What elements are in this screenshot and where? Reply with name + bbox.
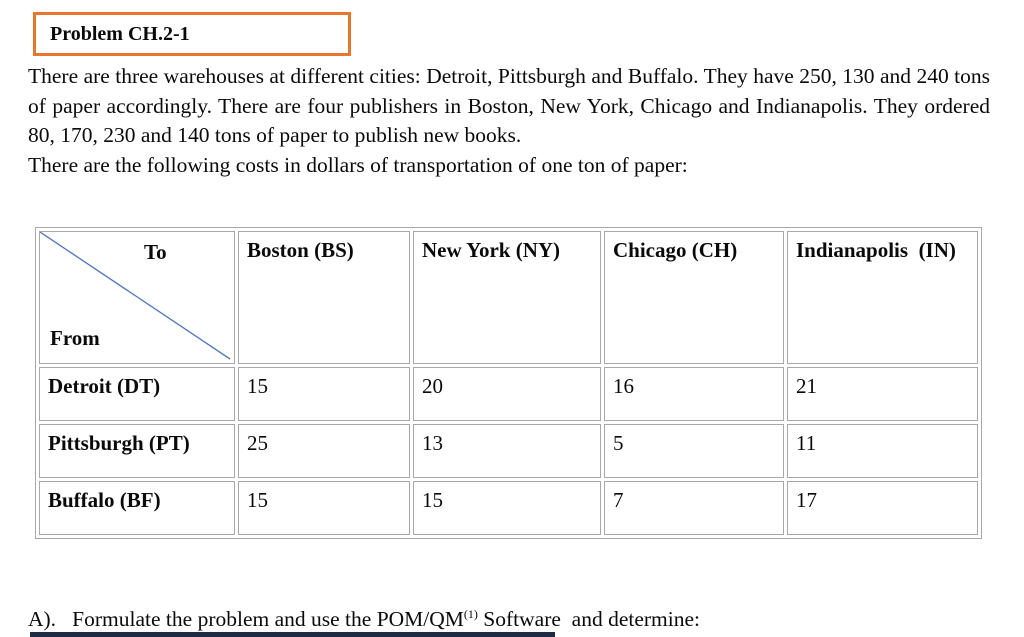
cost-buffalo-chicago: 7 (604, 481, 784, 535)
footnote-superscript: (1) (463, 606, 478, 621)
cost-detroit-chicago: 16 (604, 367, 784, 421)
cost-buffalo-newyork: 15 (413, 481, 601, 535)
intro-text-block: There are three warehouses at different … (28, 62, 990, 180)
problem-title-box: Problem CH.2-1 (33, 12, 351, 56)
table-row-buffalo: Buffalo (BF) 15 15 7 17 (39, 481, 978, 535)
cost-pittsburgh-newyork: 13 (413, 424, 601, 478)
table-row-detroit: Detroit (DT) 15 20 16 21 (39, 367, 978, 421)
cost-pittsburgh-boston: 25 (238, 424, 410, 478)
row-header-buffalo: Buffalo (BF) (39, 481, 235, 535)
cost-buffalo-boston: 15 (238, 481, 410, 535)
column-header-indianapolis: Indianapolis (IN) (787, 231, 978, 364)
cost-table: To From Boston (BS) New York (NY) Chicag… (35, 227, 982, 539)
column-header-boston: Boston (BS) (238, 231, 410, 364)
cost-buffalo-indianapolis: 17 (787, 481, 978, 535)
problem-title: Problem CH.2-1 (50, 22, 190, 45)
corner-cell: To From (39, 231, 235, 364)
table-row-pittsburgh: Pittsburgh (PT) 25 13 5 11 (39, 424, 978, 478)
column-header-chicago: Chicago (CH) (604, 231, 784, 364)
cost-detroit-boston: 15 (238, 367, 410, 421)
questions-block: A). Formulate the problem and use the PO… (28, 537, 1008, 637)
cutoff-bottom-bar (30, 632, 555, 637)
cost-table-header-row: To From Boston (BS) New York (NY) Chicag… (39, 231, 978, 364)
question-a: A). Formulate the problem and use the PO… (28, 603, 1008, 636)
diagonal-line (40, 232, 234, 363)
cost-pittsburgh-chicago: 5 (604, 424, 784, 478)
costs-intro-line: There are the following costs in dollars… (28, 152, 688, 177)
intro-paragraph: There are three warehouses at different … (28, 64, 990, 147)
cost-detroit-newyork: 20 (413, 367, 601, 421)
question-a-tail: Software and determine: (477, 607, 701, 631)
row-header-pittsburgh: Pittsburgh (PT) (39, 424, 235, 478)
cost-detroit-indianapolis: 21 (787, 367, 978, 421)
corner-to-label: To (144, 240, 167, 264)
corner-from-label: From (50, 326, 100, 350)
column-header-newyork: New York (NY) (413, 231, 601, 364)
cost-pittsburgh-indianapolis: 11 (787, 424, 978, 478)
row-header-detroit: Detroit (DT) (39, 367, 235, 421)
question-a-text: A). Formulate the problem and use the PO… (28, 607, 464, 631)
